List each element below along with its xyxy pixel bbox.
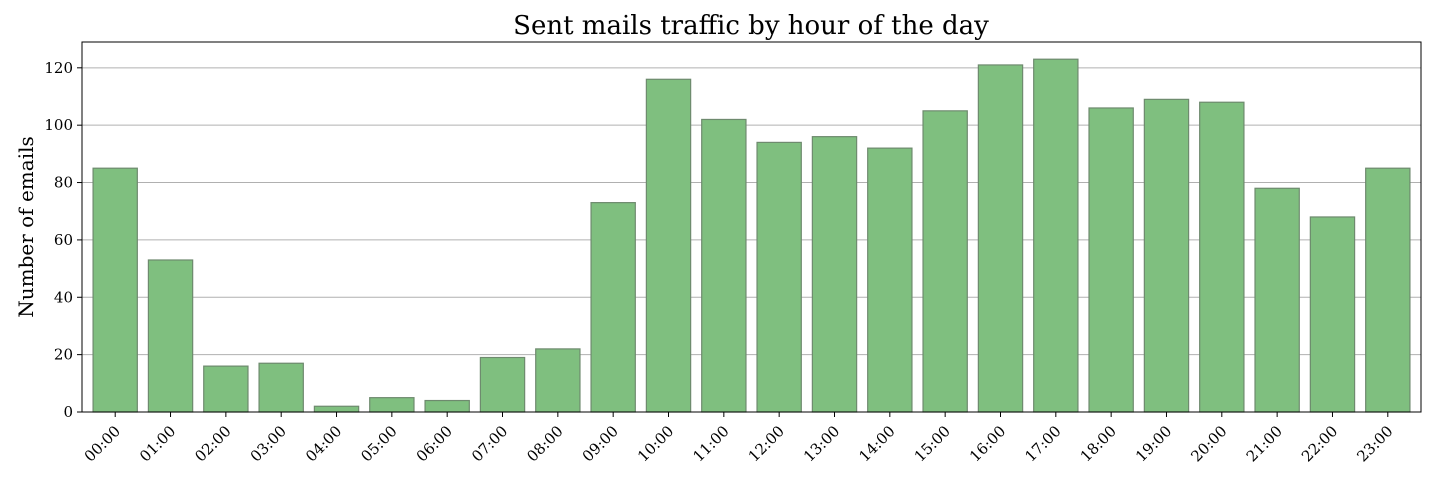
bar-1100 [701, 118, 747, 413]
x-tick-label: 16:00 [966, 422, 1009, 465]
bar-2300 [1365, 167, 1411, 413]
x-tick-label: 19:00 [1132, 422, 1175, 465]
y-tick-label: 0 [63, 403, 73, 421]
bar-2000 [1199, 101, 1245, 413]
bar-1000 [645, 78, 692, 413]
grid-lines [82, 67, 1421, 413]
bar-2100 [1254, 187, 1300, 413]
x-tick-label: 04:00 [302, 422, 345, 465]
x-tick-label: 13:00 [800, 422, 843, 465]
x-tick-label: 21:00 [1243, 422, 1286, 465]
bar-0500 [369, 397, 415, 413]
bar-0300 [258, 362, 304, 413]
x-tick-label: 23:00 [1353, 422, 1396, 465]
x-tick-label: 14:00 [855, 422, 898, 465]
y-tick-label: 120 [44, 59, 73, 77]
y-axis-label: Number of emails [14, 136, 38, 317]
bar-1900 [1143, 98, 1190, 413]
x-tick-label: 00:00 [81, 422, 124, 465]
bar-0700 [479, 356, 526, 413]
bar-1300 [811, 136, 858, 413]
bar-0800 [535, 348, 581, 413]
bar-0000 [92, 167, 138, 413]
x-tick-label: 07:00 [468, 422, 511, 465]
bar-1800 [1088, 107, 1134, 413]
x-tick-label: 20:00 [1187, 422, 1230, 465]
y-tick-label: 80 [54, 174, 73, 192]
x-tick-label: 10:00 [634, 422, 677, 465]
bar-0100 [147, 259, 194, 413]
bars [92, 58, 1411, 413]
x-tick-label: 15:00 [911, 422, 954, 465]
y-tick-label: 100 [44, 116, 73, 134]
y-tick-label: 20 [54, 346, 73, 364]
x-tick-label: 01:00 [136, 422, 179, 465]
x-tick-label: 22:00 [1298, 422, 1341, 465]
plot-area-frame [81, 41, 1422, 413]
x-tick-label: 11:00 [689, 422, 732, 465]
bar-1400 [867, 147, 913, 413]
x-tick-label: 02:00 [191, 422, 234, 465]
x-axis: 00:00 01:00 02:00 03:00 04:00 05:00 06:00 07:00… [81, 412, 1397, 465]
bar-0600 [424, 399, 470, 413]
x-tick-label: 18:00 [1077, 422, 1120, 465]
bar-0400 [313, 405, 360, 413]
bar-0900 [590, 202, 636, 413]
bar-1200 [756, 141, 802, 413]
bar-1700 [1033, 58, 1079, 413]
chart-title: Sent mails traffic by hour of the day [513, 11, 989, 41]
x-tick-label: 05:00 [357, 422, 400, 465]
bar-2200 [1309, 216, 1356, 413]
x-tick-label: 09:00 [579, 422, 622, 465]
bar-0200 [203, 365, 249, 413]
x-tick-label: 17:00 [1021, 422, 1064, 465]
x-tick-label: 03:00 [247, 422, 290, 465]
bar-1500 [922, 110, 968, 413]
y-axis: 0 20 40 60 80 100 120 [44, 59, 82, 421]
x-tick-label: 06:00 [413, 422, 456, 465]
x-tick-label: 08:00 [523, 422, 566, 465]
y-tick-label: 40 [54, 288, 73, 306]
bar-1600 [977, 64, 1024, 413]
y-tick-label: 60 [54, 231, 73, 249]
x-tick-label: 12:00 [745, 422, 788, 465]
